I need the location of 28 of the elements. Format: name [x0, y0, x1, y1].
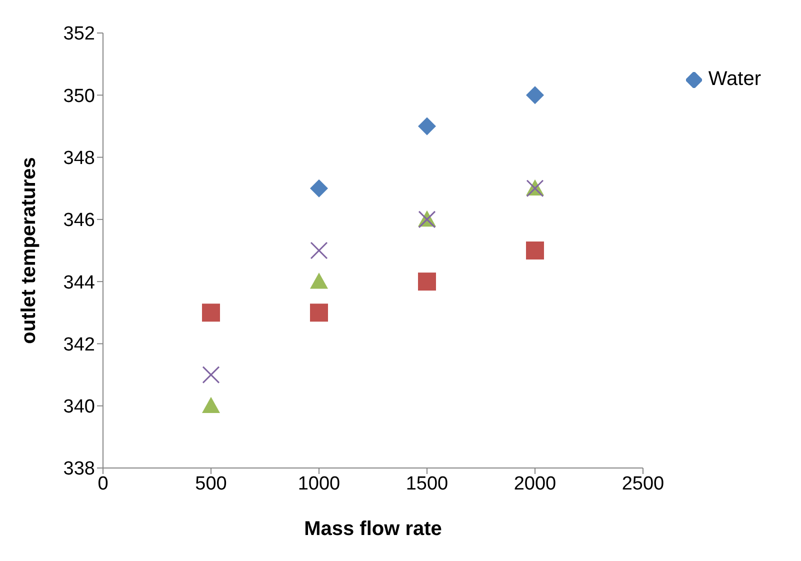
- x-tick-label: 1000: [298, 473, 340, 494]
- point: [310, 304, 328, 322]
- x-axis-title: Mass flow rate: [304, 518, 442, 540]
- point: [526, 242, 544, 260]
- point: [418, 117, 436, 136]
- point: [202, 396, 220, 414]
- y-tick-label: 340: [63, 396, 95, 418]
- y-tick-label: 338: [63, 458, 95, 480]
- y-axis-title: outlet temperatures: [18, 157, 40, 344]
- y-tick-label: 350: [63, 86, 95, 107]
- y-tick-label: 348: [63, 148, 95, 170]
- y-tick-label: 342: [63, 334, 95, 356]
- x-tick-label: 2500: [622, 473, 664, 494]
- point: [202, 366, 220, 384]
- point: [202, 304, 220, 322]
- x-tick-label: 1500: [406, 473, 448, 494]
- legend-label: Water: [708, 68, 761, 91]
- x-tick-label: 500: [195, 473, 227, 494]
- point: [310, 242, 328, 260]
- x-tick-label: 0: [98, 473, 108, 494]
- point: [310, 272, 328, 289]
- y-tick-label: 344: [63, 272, 96, 294]
- y-tick-label: 346: [63, 210, 95, 232]
- point: [310, 179, 328, 198]
- y-tick-label: 352: [63, 24, 95, 45]
- point: [526, 86, 544, 104]
- point: [418, 272, 436, 291]
- x-tick-label: 2000: [514, 473, 556, 494]
